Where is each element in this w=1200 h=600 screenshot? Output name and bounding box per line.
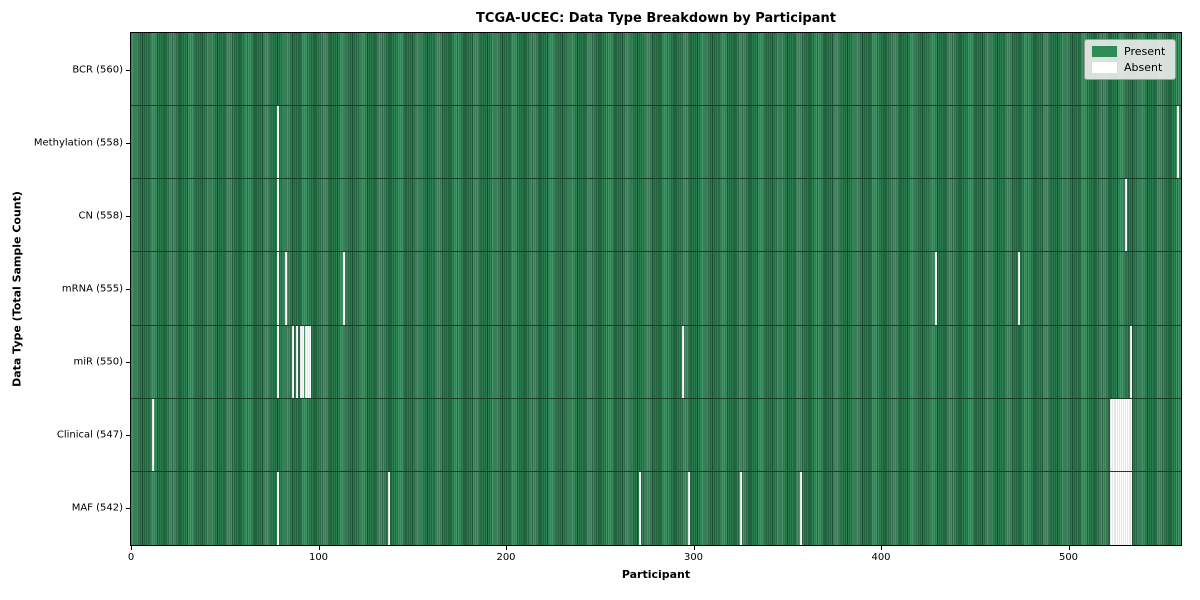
absent-stripe	[1117, 398, 1120, 471]
absent-stripe	[800, 471, 803, 545]
absent-stripe	[1122, 398, 1125, 471]
legend-item-absent: Absent	[1092, 62, 1167, 73]
absent-stripe	[307, 325, 310, 398]
x-tick-mark	[881, 546, 882, 550]
absent-stripe	[1124, 179, 1127, 252]
absent-stripe	[682, 325, 685, 398]
heatmap-row-bcr	[131, 33, 1181, 107]
absent-stripe	[1122, 471, 1125, 545]
absent-stripe	[292, 325, 295, 398]
y-tick-mark	[126, 69, 130, 71]
absent-stripe	[299, 325, 302, 398]
absent-stripe	[1109, 398, 1112, 471]
absent-stripe	[1119, 471, 1121, 545]
absent-stripe	[740, 471, 743, 545]
absent-stripe	[1124, 471, 1127, 545]
absent-stripe	[1113, 398, 1116, 471]
x-tick-mark	[693, 546, 695, 550]
x-tick-label: 500	[1058, 552, 1079, 563]
absent-stripe	[277, 179, 280, 252]
x-tick-label: 400	[871, 552, 891, 563]
heatmap-row-clinical	[131, 398, 1181, 472]
absent-stripe	[1113, 471, 1116, 545]
legend-item-present: Present	[1092, 46, 1167, 57]
absent-stripe	[277, 325, 280, 398]
absent-stripe	[1109, 471, 1112, 545]
absent-stripe	[284, 252, 287, 325]
absent-stripe	[1130, 398, 1133, 471]
x-tick-mark	[131, 546, 132, 550]
y-tick-label: CN (558)	[78, 210, 123, 222]
x-tick-label: 200	[496, 552, 516, 563]
absent-stripe	[687, 471, 690, 545]
heatmap-row-methylation	[131, 106, 1181, 180]
plot-area	[130, 32, 1182, 546]
absent-stripe	[1124, 398, 1127, 471]
absent-stripe	[1121, 398, 1123, 471]
present-swatch	[1092, 46, 1117, 57]
absent-stripe	[1119, 398, 1121, 471]
y-tick-label: BCR (560)	[72, 64, 123, 76]
chart-title: TCGA-UCEC: Data Type Breakdown by Partic…	[476, 11, 836, 26]
absent-stripe	[1126, 471, 1129, 545]
x-tick-label: 100	[308, 552, 329, 563]
y-tick-mark	[126, 289, 130, 290]
y-tick-mark	[126, 508, 130, 510]
absent-stripe	[1128, 471, 1131, 545]
absent-stripe	[277, 252, 280, 325]
absent-stripe	[639, 471, 641, 545]
heatmap-row-maf	[131, 471, 1181, 545]
y-tick-label: mRNA (555)	[61, 283, 123, 295]
absent-stripe	[935, 252, 938, 325]
heatmap-row-cn	[131, 179, 1181, 253]
x-tick-label: 0	[127, 552, 135, 563]
x-tick-mark	[318, 546, 320, 550]
x-tick-label: 300	[683, 552, 704, 563]
y-tick-mark	[126, 215, 130, 217]
x-tick-mark	[506, 546, 507, 550]
absent-stripe	[1128, 398, 1131, 471]
heatmap-row-mrna	[131, 252, 1181, 326]
absent-stripe	[1121, 471, 1123, 545]
absent-stripe	[1117, 471, 1120, 545]
heatmap-row-mir	[131, 325, 1181, 399]
absent-swatch	[1092, 62, 1117, 73]
y-tick-mark	[126, 435, 130, 437]
y-axis-label: Data Type (Total Sample Count)	[10, 191, 24, 387]
absent-stripe	[1130, 325, 1133, 398]
absent-stripe	[1130, 471, 1133, 545]
absent-stripe	[1017, 252, 1020, 325]
absent-stripe	[1115, 471, 1118, 545]
legend-label: Present	[1124, 45, 1166, 58]
absent-stripe	[277, 106, 280, 179]
absent-stripe	[151, 398, 154, 471]
y-tick-label: Methylation (558)	[33, 137, 123, 149]
y-tick-mark	[126, 362, 130, 364]
x-tick-mark	[1068, 546, 1070, 550]
absent-stripe	[1111, 471, 1114, 545]
legend: Present Absent	[1084, 39, 1176, 80]
absent-stripe	[342, 252, 345, 325]
absent-stripe	[1126, 398, 1129, 471]
y-tick-label: MAF (542)	[71, 502, 123, 514]
x-axis-label: Participant	[621, 568, 691, 581]
absent-stripe	[301, 325, 304, 398]
absent-stripe	[1111, 398, 1114, 471]
absent-stripe	[305, 325, 308, 398]
absent-stripe	[296, 325, 298, 398]
absent-stripe	[277, 471, 280, 545]
legend-label: Absent	[1124, 61, 1163, 74]
y-tick-label: Clinical (547)	[56, 429, 123, 441]
absent-stripe	[1115, 398, 1118, 471]
y-tick-label: miR (550)	[73, 356, 123, 368]
absent-stripe	[387, 471, 390, 545]
absent-stripe	[309, 325, 311, 398]
absent-stripe	[1177, 106, 1180, 179]
y-tick-mark	[126, 142, 130, 144]
